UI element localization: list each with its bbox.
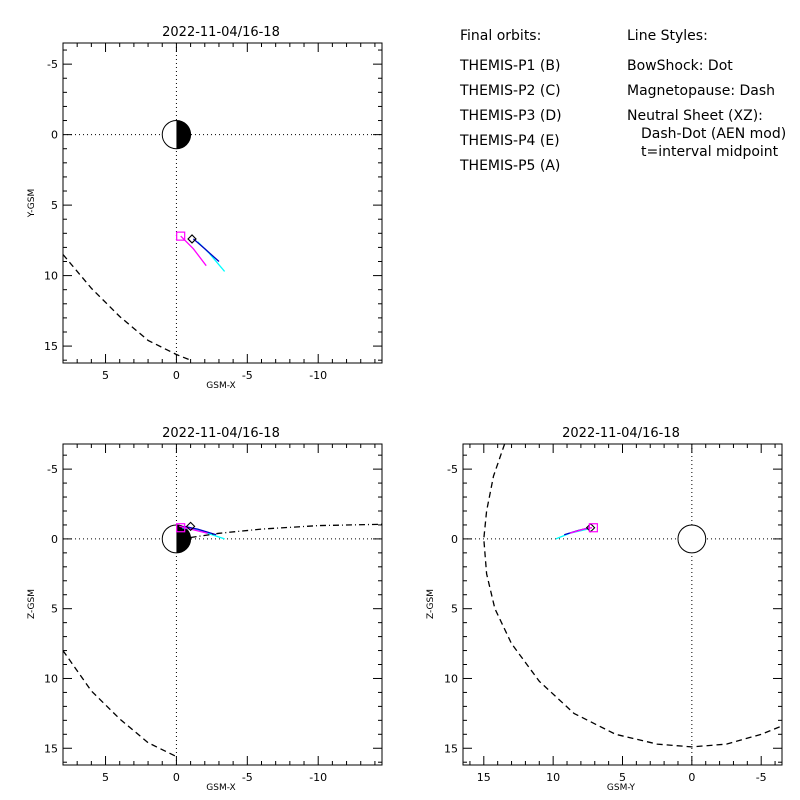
panel-xy-y-tick-label: 5	[51, 199, 58, 212]
panel-xy-ylabel: Y-GSM	[27, 189, 37, 218]
panel-yz-x-tick-label: 5	[619, 771, 626, 784]
panel-xy-title: 2022-11-04/16-18	[162, 25, 280, 40]
legend-heading: Final orbits:	[460, 28, 541, 44]
panel-yz-xlabel: GSM-Y	[607, 783, 636, 793]
panel-xz-series-themis-p5-a	[179, 525, 208, 534]
panel-xy-marker-square	[176, 231, 186, 241]
panel-xy-y-tick-label: -5	[47, 58, 58, 71]
line-style-magnetopause: Magnetopause: Dash	[627, 83, 775, 99]
panel-xy-series-themis-p4-e	[192, 238, 220, 262]
line-styles-heading: Line Styles:	[627, 28, 708, 44]
panel-yz-plot-area	[463, 444, 782, 765]
legend-item-p3: THEMIS-P3 (D)	[459, 108, 562, 124]
legend-item-p1: THEMIS-P1 (B)	[459, 58, 560, 74]
panel-xz-series-neutral-sheet-xz	[190, 523, 382, 539]
panel-yz-y-tick-label: 15	[444, 742, 458, 755]
legend-item-p2: THEMIS-P2 (C)	[459, 83, 561, 99]
panel-yz-title: 2022-11-04/16-18	[562, 426, 680, 441]
panel-xz-plot-area	[63, 444, 382, 765]
panel-xz-ylabel: Z-GSM	[27, 589, 37, 619]
panel-xy-series-magnetopause	[63, 254, 191, 361]
panel-xy-frame	[62, 42, 383, 364]
panel-xy-earth-night-side	[176, 120, 191, 149]
panel-xy-x-tick-label: -10	[309, 369, 327, 382]
panel-xz-y-tick-label: 15	[44, 742, 58, 755]
panel-xy-x-tick-label: 5	[102, 369, 109, 382]
panel-xz-x-tick-label: -10	[309, 771, 327, 784]
panel-xy-marker-diamond	[187, 234, 197, 244]
panel-xz-y-tick-label: -5	[47, 463, 58, 476]
panel-xy-xlabel: GSM-X	[206, 381, 235, 391]
panel-xz-y-tick-label: 0	[51, 533, 58, 546]
panel-yz-y-tick-label: 5	[451, 603, 458, 616]
panel-yz-y-tick-label: 10	[444, 672, 458, 685]
panel-xz-y-tick-label: 10	[44, 672, 58, 685]
panel-yz-ylabel: Z-GSM	[426, 589, 436, 619]
panel-xy: 2022-11-04/16-18 GSM-X Y-GSM 5 0 -5 -10 -5 0 5…	[27, 25, 383, 391]
legend: Final orbits: THEMIS-P1 (B) THEMIS-P2 (C…	[459, 28, 562, 174]
panel-yz-earth	[677, 524, 707, 554]
panel-xz-x-tick-label: -5	[242, 771, 253, 784]
panel-yz-x-tick-label: 10	[546, 771, 560, 784]
panel-yz-x-tick-label: -5	[756, 771, 767, 784]
panel-yz-series-magnetopause	[483, 444, 782, 748]
panel-yz-marker-square	[588, 523, 598, 533]
line-styles: Line Styles: BowShock: Dot Magnetopause:…	[627, 28, 786, 160]
panel-xy-plot-area	[63, 43, 382, 363]
panel-yz-y-tick-label: 0	[451, 533, 458, 546]
line-style-bowshock: BowShock: Dot	[627, 58, 733, 74]
panel-xz-title: 2022-11-04/16-18	[162, 426, 280, 441]
line-style-dash-dot: Dash-Dot (AEN mod)	[641, 126, 786, 142]
panel-xy-y-tick-label: 15	[44, 340, 58, 353]
panel-xz-marker-diamond	[185, 521, 196, 532]
panel-yz: 2022-11-04/16-18 GSM-Y Z-GSM 15 10 5 0 -5 -5 0…	[426, 426, 783, 793]
panel-xz-x-tick-label: 0	[173, 771, 180, 784]
panel-yz-y-tick-label: -5	[447, 463, 458, 476]
panel-xz-marker-square	[176, 523, 186, 533]
panel-yz-x-tick-label: 15	[477, 771, 491, 784]
panel-xz-y-tick-label: 5	[51, 603, 58, 616]
panel-xy-x-tick-label: -5	[242, 369, 253, 382]
line-style-midpoint: t=interval midpoint	[641, 144, 779, 160]
panel-xy-y-tick-label: 10	[44, 270, 58, 283]
panel-yz-frame	[462, 443, 783, 766]
panel-xy-y-tick-label: 0	[51, 129, 58, 142]
legend-item-p4: THEMIS-P4 (E)	[459, 133, 560, 149]
panel-xz-x-tick-label: 5	[102, 771, 109, 784]
line-style-neutral-sheet: Neutral Sheet (XZ):	[627, 108, 763, 124]
panel-yz-series-themis-p3-d	[555, 528, 588, 540]
legend-item-p5: THEMIS-P5 (A)	[459, 158, 560, 174]
panel-xz: 2022-11-04/16-18 GSM-X Z-GSM 5 0 -5 -10 -5 0 5…	[27, 426, 383, 793]
panel-yz-x-tick-label: 0	[688, 771, 695, 784]
panel-xy-x-tick-label: 0	[173, 369, 180, 382]
panel-xz-xlabel: GSM-X	[206, 783, 235, 793]
panel-xz-frame	[62, 443, 383, 766]
panel-xz-series-magnetopause	[63, 650, 177, 758]
